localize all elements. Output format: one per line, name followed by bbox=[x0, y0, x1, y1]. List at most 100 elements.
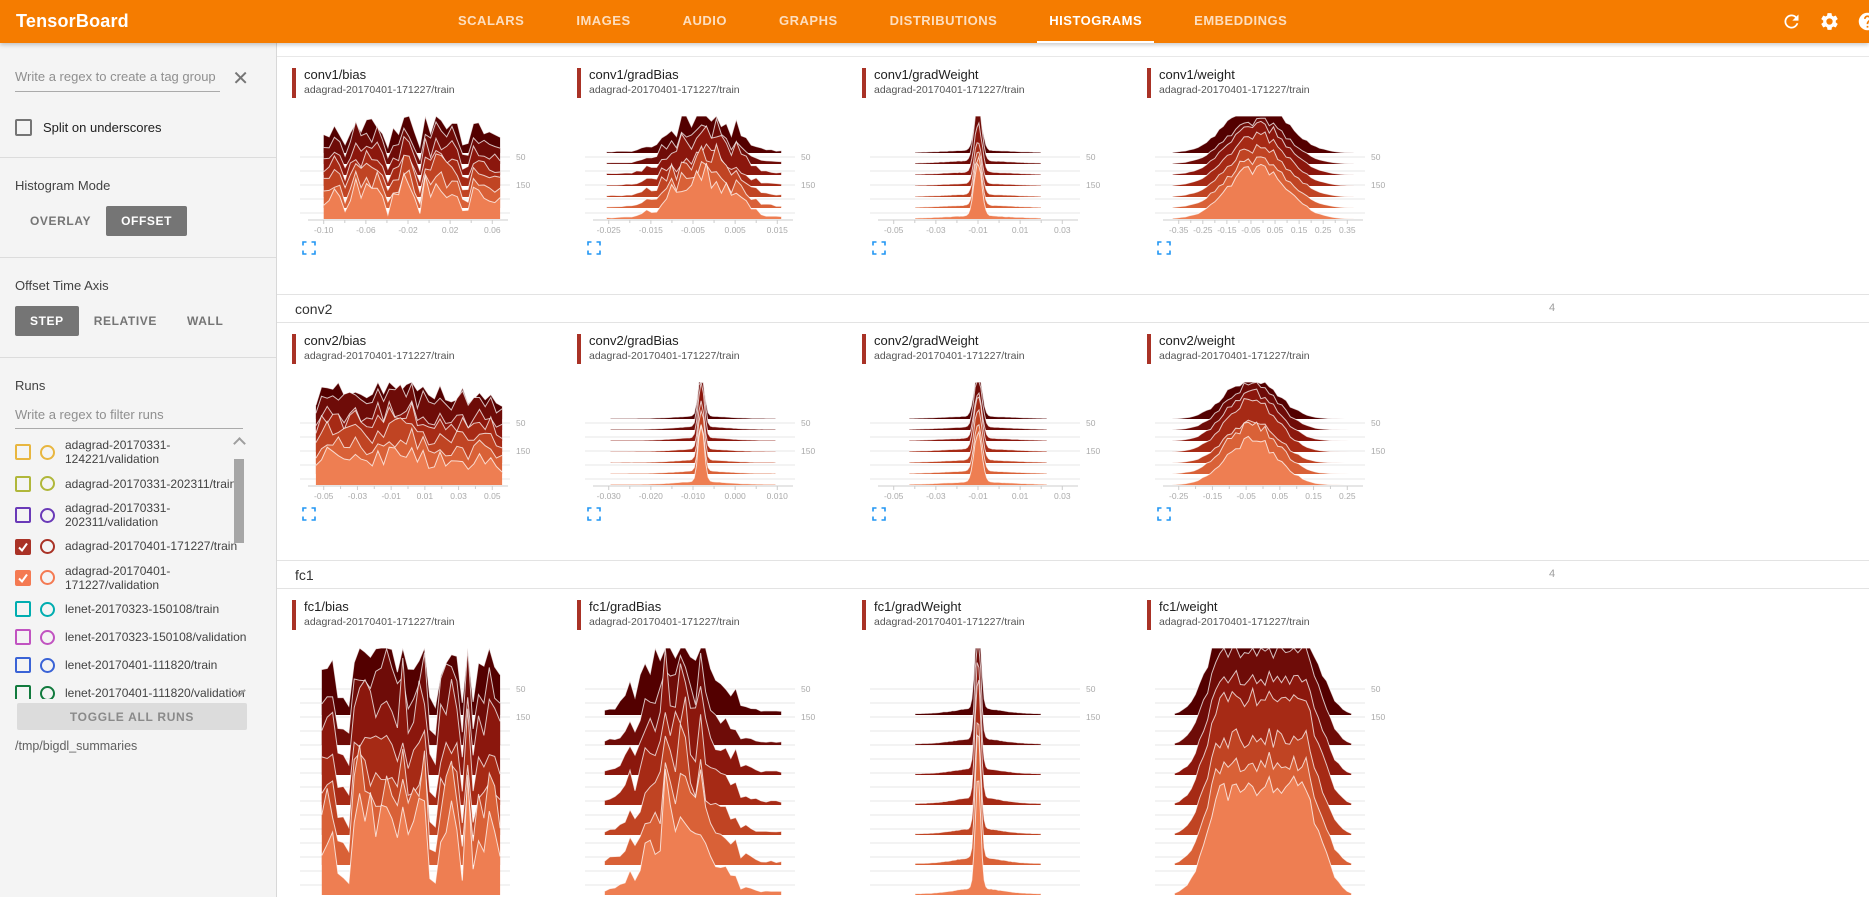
svg-text:150: 150 bbox=[516, 180, 530, 190]
histogram-chart[interactable]: 50 150 bbox=[581, 645, 833, 897]
histogram-chart[interactable]: 50 150 bbox=[1151, 645, 1403, 897]
expand-icon[interactable] bbox=[1157, 241, 1171, 255]
run-radio[interactable] bbox=[40, 570, 55, 586]
scroll-up-icon[interactable] bbox=[233, 437, 246, 450]
tab-images[interactable]: IMAGES bbox=[576, 13, 631, 28]
svg-text:150: 150 bbox=[1371, 446, 1385, 456]
expand-icon[interactable] bbox=[872, 241, 886, 255]
histogram-chart[interactable]: 50 150 -0.025 -0.015 -0.005 0.005 0.015 bbox=[581, 113, 833, 235]
svg-text:-0.35: -0.35 bbox=[1169, 225, 1189, 235]
header-icons bbox=[1781, 0, 1869, 43]
offset-time-axis-option-relative[interactable]: RELATIVE bbox=[93, 314, 157, 328]
run-item[interactable]: lenet-20170401-111820/validation bbox=[15, 679, 261, 699]
close-icon[interactable]: ✕ bbox=[232, 68, 249, 90]
expand-icon[interactable] bbox=[302, 507, 316, 521]
expand-icon[interactable] bbox=[1157, 507, 1171, 521]
run-radio[interactable] bbox=[40, 444, 55, 460]
tab-audio[interactable]: AUDIO bbox=[682, 13, 728, 28]
run-radio[interactable] bbox=[40, 476, 55, 492]
run-item[interactable]: adagrad-20170401-171227/train bbox=[15, 533, 261, 561]
svg-text:0.015: 0.015 bbox=[767, 225, 789, 235]
gear-icon[interactable] bbox=[1819, 11, 1840, 32]
tab-graphs[interactable]: GRAPHS bbox=[779, 13, 838, 28]
svg-text:-0.03: -0.03 bbox=[926, 225, 946, 235]
tab-embeddings[interactable]: EMBEDDINGS bbox=[1194, 13, 1288, 28]
histogram-chart[interactable]: 50 150 -0.05 -0.03 -0.01 0.01 0.03 0.05 bbox=[296, 379, 548, 501]
tag-filter-input[interactable] bbox=[15, 67, 220, 92]
histogram-chart[interactable]: 50 150 bbox=[866, 645, 1118, 897]
run-checkbox[interactable] bbox=[15, 685, 31, 699]
run-radio[interactable] bbox=[40, 601, 55, 617]
card-tag-title: conv1/bias bbox=[304, 67, 367, 82]
run-radio[interactable] bbox=[40, 539, 55, 555]
histogram-chart[interactable]: 50 150 -0.10 -0.06 -0.02 0.02 0.06 bbox=[296, 113, 548, 235]
histogram-chart[interactable]: 50 150 -0.35 -0.25 -0.15 -0.05 0.05 0.15 0.25 0.3… bbox=[1151, 113, 1403, 235]
run-checkbox[interactable] bbox=[15, 569, 31, 586]
card-tag-title: conv2/bias bbox=[304, 333, 367, 348]
tag-filter: ✕ bbox=[15, 67, 253, 92]
histogram-mode-option-overlay[interactable]: OVERLAY bbox=[30, 214, 92, 228]
split-on-underscores-checkbox[interactable]: Split on underscores bbox=[15, 119, 261, 136]
tab-distributions[interactable]: DISTRIBUTIONS bbox=[889, 13, 998, 28]
histogram-chart[interactable]: 50 150 -0.25 -0.15 -0.05 0.05 0.15 0.25 bbox=[1151, 379, 1403, 501]
histogram-chart[interactable]: 50 150 bbox=[296, 645, 548, 897]
svg-text:50: 50 bbox=[1086, 418, 1096, 428]
run-checkbox[interactable] bbox=[15, 601, 31, 618]
run-radio[interactable] bbox=[40, 507, 55, 523]
run-radio[interactable] bbox=[40, 629, 55, 645]
card-tag-title: conv2/gradWeight bbox=[874, 333, 979, 348]
toggle-all-runs-button[interactable]: TOGGLE ALL RUNS bbox=[17, 703, 247, 730]
histogram-card: conv1/weight adagrad-20170401-171227/trai… bbox=[1147, 67, 1432, 260]
help-icon[interactable] bbox=[1857, 11, 1869, 32]
card-header: conv2/bias adagrad-20170401-171227/train bbox=[292, 333, 577, 367]
run-color-bar bbox=[1147, 68, 1151, 98]
runs-filter-input[interactable] bbox=[15, 405, 243, 429]
runs-scrollbar[interactable] bbox=[233, 437, 246, 697]
histogram-chart[interactable]: 50 150 -0.05 -0.03 -0.01 0.01 0.03 bbox=[866, 113, 1118, 235]
svg-text:-0.05: -0.05 bbox=[314, 491, 334, 501]
expand-icon[interactable] bbox=[872, 507, 886, 521]
refresh-icon[interactable] bbox=[1781, 11, 1802, 32]
histogram-mode-option-offset[interactable]: OFFSET bbox=[106, 206, 188, 236]
run-checkbox[interactable] bbox=[15, 657, 31, 674]
run-item[interactable]: adagrad-20170331-202311/train bbox=[15, 470, 261, 498]
expand-icon[interactable] bbox=[302, 241, 316, 255]
expand-icon[interactable] bbox=[587, 241, 601, 255]
run-checkbox[interactable] bbox=[15, 475, 31, 492]
run-item[interactable]: adagrad-20170401-171227/validation bbox=[15, 561, 261, 596]
run-checkbox[interactable] bbox=[15, 444, 31, 461]
run-item[interactable]: lenet-20170401-111820/train bbox=[15, 651, 261, 679]
run-item[interactable]: adagrad-20170331-124221/validation bbox=[15, 435, 261, 470]
expand-icon[interactable] bbox=[587, 507, 601, 521]
run-label: adagrad-20170401-171227/validation bbox=[65, 563, 171, 592]
run-checkbox[interactable] bbox=[15, 538, 31, 555]
offset-time-axis-option-wall[interactable]: WALL bbox=[187, 314, 224, 328]
svg-text:150: 150 bbox=[801, 712, 815, 722]
card-header: fc1/gradBias adagrad-20170401-171227/trai… bbox=[577, 599, 862, 633]
run-radio[interactable] bbox=[40, 685, 55, 699]
histogram-card: conv2/gradWeight adagrad-20170401-171227/… bbox=[862, 333, 1147, 526]
run-item[interactable]: adagrad-20170331-202311/validation bbox=[15, 498, 261, 533]
run-item[interactable]: lenet-20170323-150108/train bbox=[15, 595, 261, 623]
histogram-chart[interactable]: 50 150 -0.05 -0.03 -0.01 0.01 0.03 bbox=[866, 379, 1118, 501]
run-checkbox[interactable] bbox=[15, 629, 31, 646]
run-checkbox[interactable] bbox=[15, 507, 31, 524]
tab-histograms[interactable]: HISTOGRAMS bbox=[1037, 0, 1155, 43]
histogram-chart[interactable]: 50 150 -0.030 -0.020 -0.010 0.000 0.010 bbox=[581, 379, 833, 501]
run-radio[interactable] bbox=[40, 657, 55, 673]
histogram-card: fc1/gradBias adagrad-20170401-171227/trai… bbox=[577, 599, 862, 897]
checkbox-icon[interactable] bbox=[15, 119, 32, 136]
scroll-down-icon[interactable] bbox=[233, 684, 246, 697]
group-header-conv2[interactable]: conv2 4 bbox=[277, 294, 1869, 323]
svg-text:-0.05: -0.05 bbox=[1236, 491, 1256, 501]
scrollbar-thumb[interactable] bbox=[234, 459, 244, 543]
group-header-fc1[interactable]: fc1 4 bbox=[277, 560, 1869, 589]
card-header: fc1/gradWeight adagrad-20170401-171227/tr… bbox=[862, 599, 1147, 633]
run-label: lenet-20170401-111820/train bbox=[65, 658, 218, 673]
run-item[interactable]: lenet-20170323-150108/validation bbox=[15, 623, 261, 651]
svg-text:50: 50 bbox=[516, 152, 526, 162]
tab-scalars[interactable]: SCALARS bbox=[458, 13, 525, 28]
run-color-bar bbox=[577, 334, 581, 364]
offset-time-axis-option-step[interactable]: STEP bbox=[15, 306, 79, 336]
svg-text:150: 150 bbox=[516, 446, 530, 456]
